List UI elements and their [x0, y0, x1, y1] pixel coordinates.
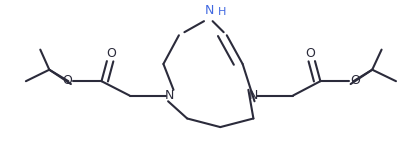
Text: O: O: [106, 47, 116, 60]
Text: O: O: [350, 74, 360, 87]
Text: N: N: [205, 4, 214, 17]
Text: O: O: [62, 74, 72, 87]
Text: N: N: [249, 89, 258, 102]
Text: H: H: [217, 7, 226, 17]
Text: N: N: [165, 89, 174, 102]
Text: O: O: [306, 47, 316, 60]
